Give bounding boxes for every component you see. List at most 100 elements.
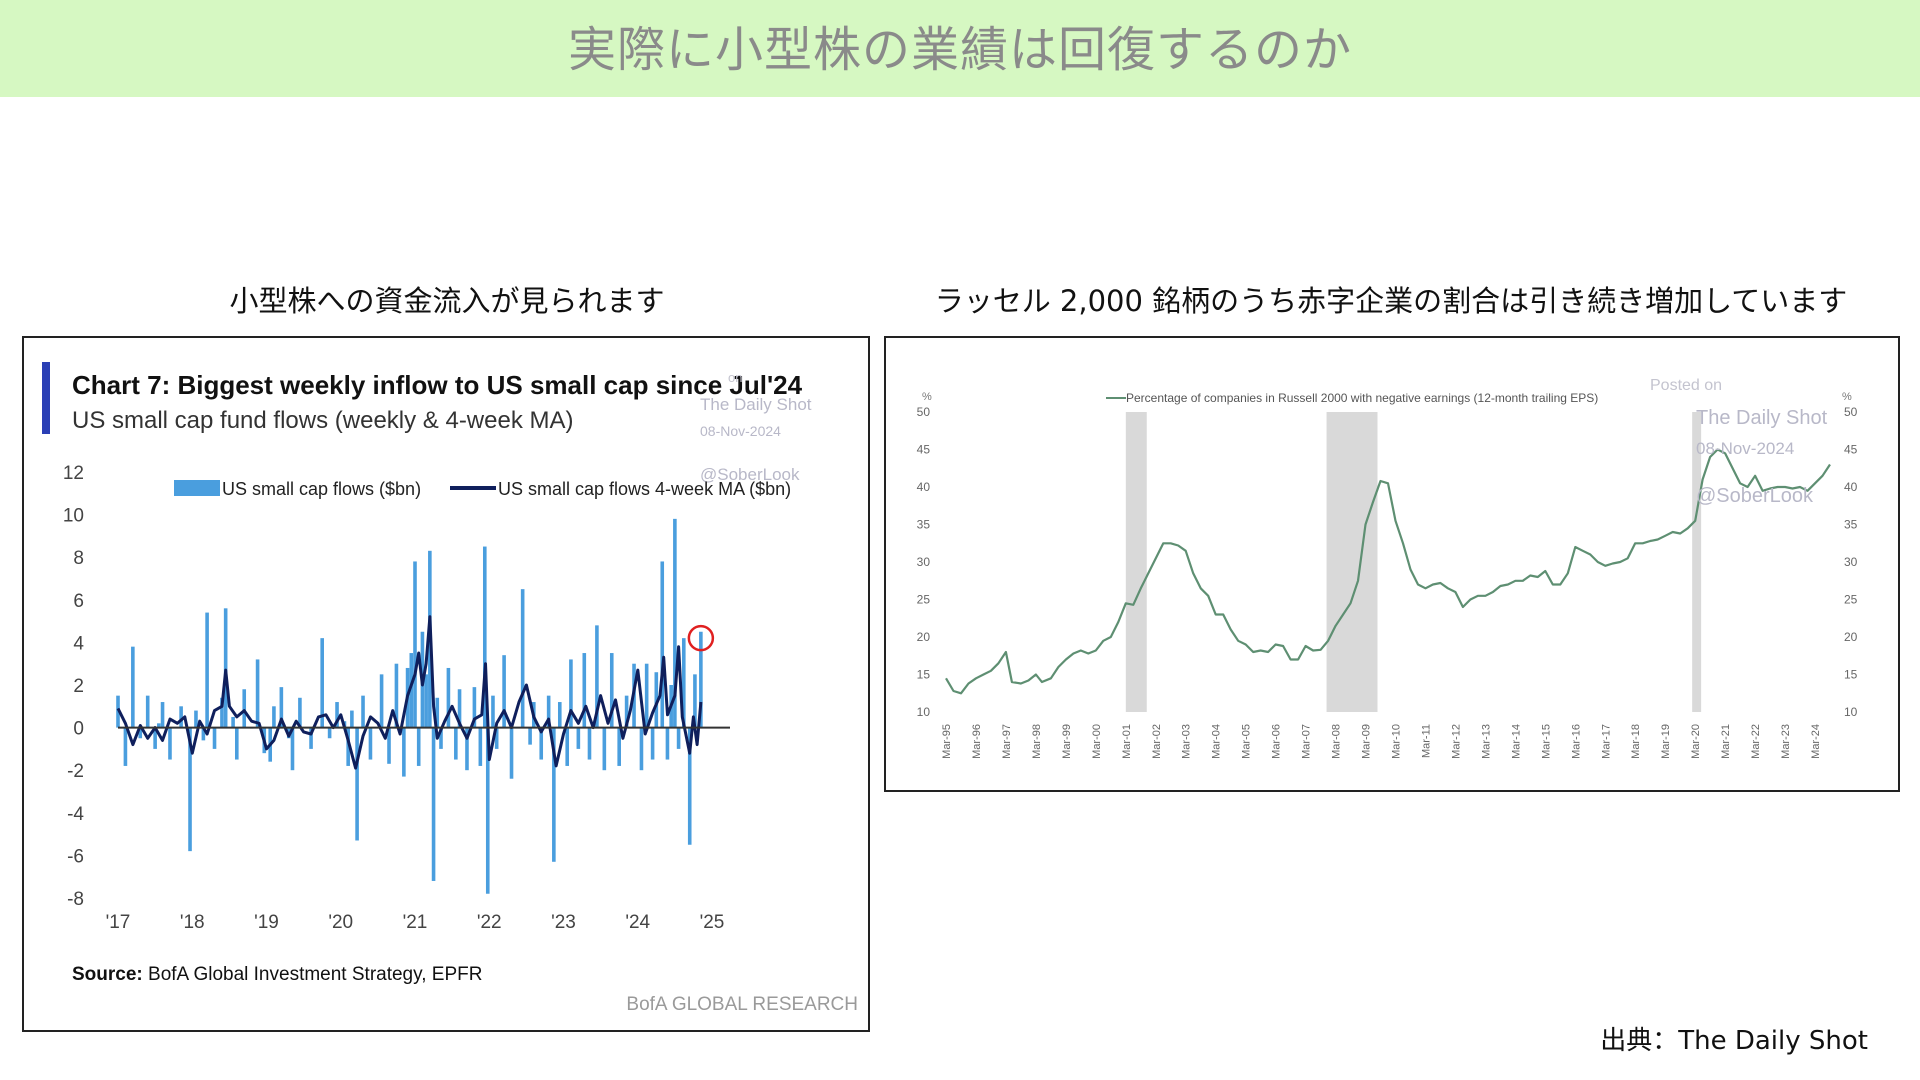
y-tick-label-left: 20 <box>917 630 931 644</box>
flow-bar <box>676 727 681 749</box>
flow-bar <box>335 702 339 728</box>
flow-bar <box>569 659 573 728</box>
y-tick-label: 0 <box>73 719 84 740</box>
watermark-date: 08-Nov-2024 <box>1696 439 1794 458</box>
x-tick-label: Mar-98 <box>1031 724 1043 759</box>
y-unit-right: % <box>1842 391 1852 403</box>
flow-bar <box>188 727 192 852</box>
flow-bar <box>361 695 365 728</box>
negative-earnings-line <box>945 448 1831 695</box>
flow-bar <box>472 687 477 728</box>
x-tick-label: '22 <box>477 912 502 933</box>
x-tick-label: Mar-18 <box>1630 724 1642 759</box>
x-tick-label: Mar-08 <box>1331 724 1343 759</box>
flow-bar <box>528 727 532 745</box>
flow-bar <box>665 727 670 760</box>
x-tick-label: Mar-05 <box>1241 724 1253 759</box>
right-chart-caption: ラッセル 2,000 銘柄のうち赤字企業の割合は引き続き増加しています <box>934 284 1848 318</box>
x-tick-label: '19 <box>254 912 279 933</box>
y-tick-label-right: 20 <box>1844 630 1858 644</box>
x-tick-label: Mar-96 <box>971 724 983 759</box>
flow-bar <box>482 546 487 728</box>
flow-bar <box>485 727 490 894</box>
flow-bar <box>355 727 359 841</box>
page-title: 実際に小型株の業績は回復するのか <box>567 22 1352 78</box>
flow-bar <box>394 663 399 728</box>
flow-bar <box>624 695 629 728</box>
flow-bar <box>424 674 428 728</box>
watermark-daily-shot: The Daily Shot <box>700 395 812 414</box>
source-text: BofA Global Investment Strategy, EPFR <box>143 964 483 985</box>
y-tick-label-right: 15 <box>1844 668 1858 682</box>
y-tick-label-right: 35 <box>1844 518 1858 532</box>
y-tick-label-right: 30 <box>1844 555 1858 569</box>
flow-bar <box>145 695 150 728</box>
y-tick-label-left: 15 <box>917 668 931 682</box>
flow-bar <box>309 727 313 749</box>
x-tick-label: Mar-01 <box>1121 724 1133 759</box>
flow-bar <box>509 727 514 779</box>
y-tick-label: 8 <box>73 548 84 569</box>
y-tick-label-left: 10 <box>917 705 931 719</box>
legend-label: Percentage of companies in Russell 2000 … <box>1126 391 1598 405</box>
left-chart-caption: 小型株への資金流入が見られます <box>229 284 665 318</box>
x-tick-label: Mar-24 <box>1810 724 1822 759</box>
x-tick-label: Mar-12 <box>1450 724 1462 759</box>
negative-earnings-chart: Percentage of companies in Russell 2000 … <box>917 377 1858 759</box>
flow-bar <box>168 727 172 760</box>
watermark-posted: on <box>728 370 742 385</box>
x-tick-label: Mar-07 <box>1301 724 1313 759</box>
flow-bar <box>346 727 350 766</box>
y-tick-label: 12 <box>63 463 84 484</box>
flow-bar <box>157 723 161 728</box>
flow-bar <box>520 589 525 728</box>
highlight-circle <box>687 624 715 652</box>
y-tick-label: 10 <box>63 506 84 527</box>
x-tick-label: Mar-03 <box>1181 724 1193 759</box>
flow-bar <box>565 727 570 766</box>
x-tick-label: Mar-10 <box>1390 724 1402 759</box>
flow-bar <box>693 674 697 728</box>
flow-bar <box>416 727 421 766</box>
title-accent-bar <box>42 362 50 434</box>
flow-bar <box>235 727 239 760</box>
y-tick-label-right: 40 <box>1844 480 1858 494</box>
flow-bar <box>502 655 506 728</box>
x-tick-label: Mar-04 <box>1211 724 1223 759</box>
x-tick-label: Mar-14 <box>1510 724 1522 759</box>
x-tick-label: Mar-22 <box>1750 724 1762 759</box>
negative-earnings-chart-panel: Percentage of companies in Russell 2000 … <box>884 336 1900 792</box>
title-bar: 実際に小型株の業績は回復するのか <box>0 0 1920 97</box>
flow-bar <box>279 687 284 728</box>
flow-bar <box>650 727 655 760</box>
flow-bar <box>582 653 587 728</box>
x-tick-label: Mar-23 <box>1780 724 1792 759</box>
flow-bar <box>546 695 551 728</box>
x-tick-label: Mar-00 <box>1091 724 1103 759</box>
x-tick-label: Mar-21 <box>1720 724 1732 759</box>
recession-band <box>1692 412 1702 712</box>
flow-bar <box>660 561 665 728</box>
flow-bar <box>609 653 614 728</box>
flow-bar <box>131 646 135 728</box>
y-tick-label-left: 30 <box>917 555 931 569</box>
chart-source: Source: BofA Global Investment Strategy,… <box>72 964 482 985</box>
flow-bar <box>368 727 373 760</box>
x-tick-label: '18 <box>180 912 205 933</box>
flow-bar <box>454 727 458 760</box>
legend-label-ma: US small cap flows 4-week MA ($bn) <box>498 479 791 499</box>
flow-bar <box>138 727 143 739</box>
x-tick-label: '23 <box>551 912 576 933</box>
x-tick-label: Mar-95 <box>941 724 953 759</box>
flow-bar <box>478 727 483 766</box>
y-tick-label-left: 50 <box>917 405 931 419</box>
flow-bar <box>431 727 436 881</box>
x-tick-label: Mar-09 <box>1361 724 1373 759</box>
flow-bar <box>457 689 462 728</box>
x-tick-label: '20 <box>328 912 353 933</box>
ma-line <box>116 615 703 770</box>
flow-bar <box>231 716 235 728</box>
flow-bar <box>491 695 495 728</box>
flow-bar <box>123 727 128 766</box>
y-tick-label: 6 <box>73 591 84 612</box>
